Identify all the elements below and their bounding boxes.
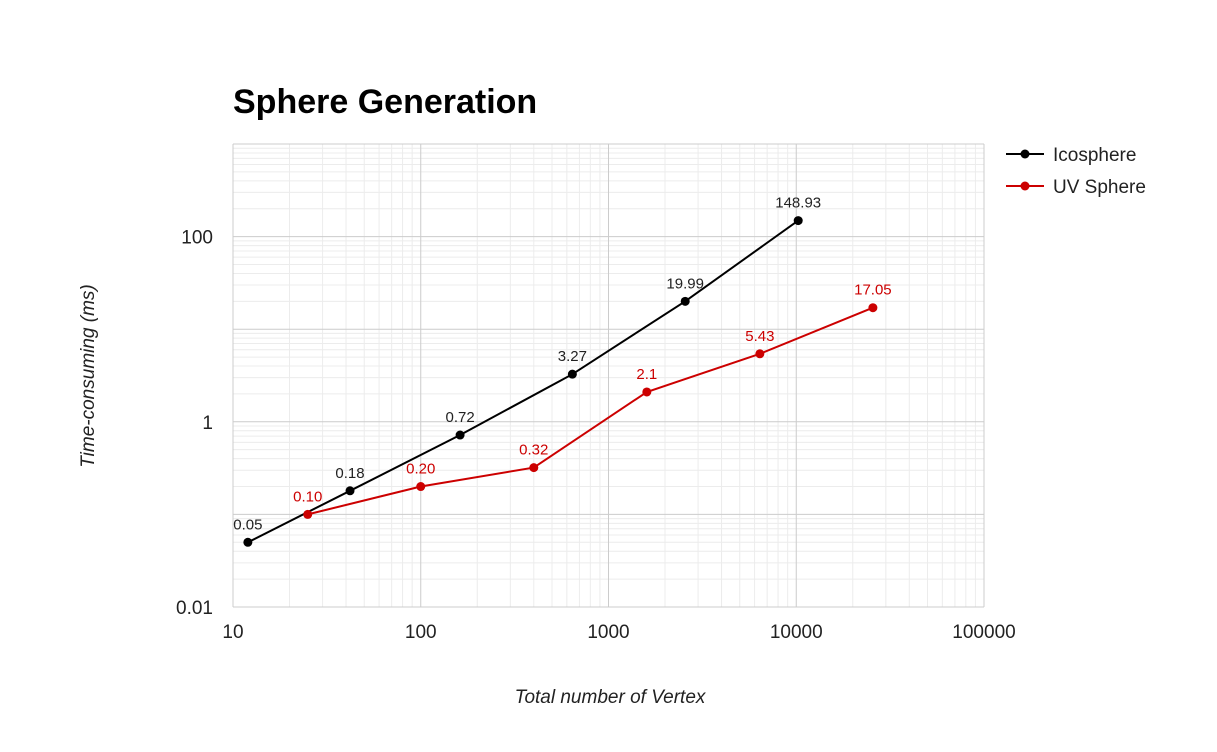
legend-item-uv-sphere: UV Sphere bbox=[1006, 177, 1146, 198]
series-icosphere: 0.05 0.18 0.72 3.27 19.99 148.93 bbox=[233, 195, 821, 547]
legend-marker bbox=[1020, 149, 1030, 159]
y-axis-label: Time-consuming (ms) bbox=[78, 284, 99, 468]
data-point bbox=[793, 216, 803, 226]
x-axis-label: Total number of Vertex bbox=[515, 687, 707, 708]
data-point bbox=[455, 430, 465, 440]
data-point bbox=[345, 486, 355, 496]
y-tick-label: 0.01 bbox=[176, 598, 213, 619]
x-tick-label: 100000 bbox=[952, 622, 1015, 643]
tick-labels: 10 100 1000 10000 100000 0.01 1 100 bbox=[176, 228, 1016, 643]
x-tick-label: 10 bbox=[222, 622, 243, 643]
series-layer: 0.05 0.18 0.72 3.27 19.99 148.93 0.10 0.20 0.32 2… bbox=[233, 195, 892, 547]
data-label: 0.18 bbox=[335, 465, 364, 482]
data-label: 0.72 bbox=[445, 409, 474, 426]
chart-title: Sphere Generation bbox=[233, 83, 537, 121]
data-label: 0.10 bbox=[293, 488, 322, 505]
data-label: 5.43 bbox=[745, 328, 774, 345]
data-label: 0.32 bbox=[519, 442, 548, 459]
data-label: 0.20 bbox=[406, 461, 435, 478]
data-point bbox=[868, 303, 878, 313]
data-label: 2.1 bbox=[636, 366, 657, 383]
data-label: 19.99 bbox=[666, 275, 704, 292]
data-label: 17.05 bbox=[854, 282, 892, 299]
legend-label: Icosphere bbox=[1053, 145, 1136, 166]
data-point bbox=[755, 349, 765, 359]
data-point bbox=[567, 369, 577, 379]
x-tick-label: 1000 bbox=[587, 622, 629, 643]
series-line bbox=[247, 219, 799, 544]
data-point bbox=[303, 509, 313, 519]
legend: Icosphere UV Sphere bbox=[1006, 145, 1146, 198]
data-point bbox=[243, 537, 253, 547]
y-tick-label: 1 bbox=[202, 413, 213, 434]
data-point bbox=[529, 463, 539, 473]
series-uv-sphere: 0.10 0.20 0.32 2.1 5.43 17.05 bbox=[293, 282, 892, 519]
x-tick-label: 10000 bbox=[770, 622, 823, 643]
grid bbox=[232, 143, 985, 608]
data-point bbox=[642, 387, 652, 397]
data-label: 0.05 bbox=[233, 516, 262, 533]
data-point bbox=[416, 482, 426, 492]
data-label: 3.27 bbox=[558, 348, 587, 365]
x-tick-label: 100 bbox=[405, 622, 437, 643]
legend-item-icosphere: Icosphere bbox=[1006, 145, 1136, 166]
legend-marker bbox=[1020, 181, 1030, 191]
data-label: 148.93 bbox=[775, 195, 821, 212]
series-line bbox=[307, 306, 874, 516]
data-point bbox=[680, 296, 690, 306]
y-tick-label: 100 bbox=[181, 228, 213, 249]
legend-label: UV Sphere bbox=[1053, 177, 1146, 198]
